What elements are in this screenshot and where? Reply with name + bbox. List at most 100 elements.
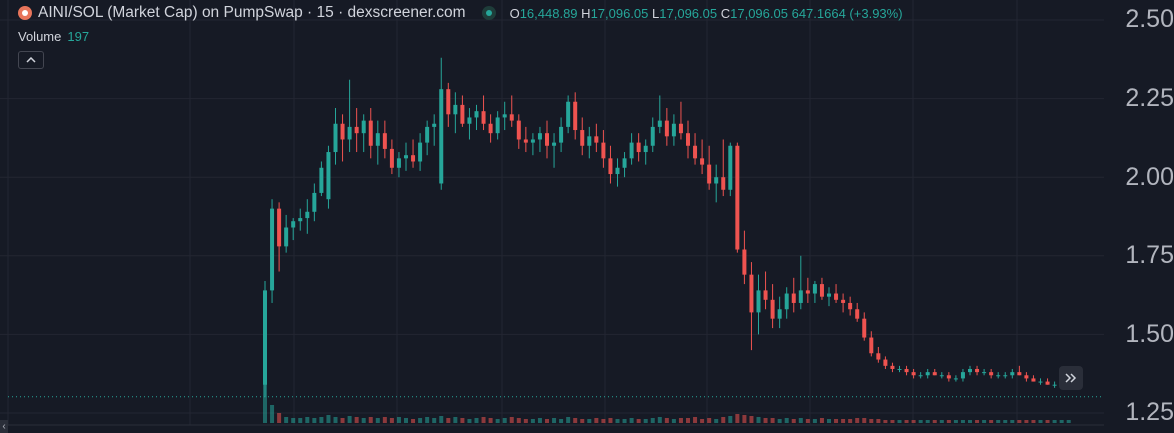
volume-legend: Volume 197 xyxy=(18,29,89,44)
volume-bar xyxy=(848,419,853,423)
candle-body xyxy=(735,145,740,250)
volume-bar xyxy=(918,420,923,423)
volume-bar xyxy=(707,418,712,423)
volume-bar xyxy=(263,363,267,423)
volume-bar xyxy=(291,418,296,423)
volume-bar xyxy=(827,419,831,423)
candle-body xyxy=(481,111,486,124)
candlestick-chart[interactable] xyxy=(0,0,1104,433)
candle-body xyxy=(960,372,965,379)
candle-body xyxy=(798,290,803,303)
volume-bar xyxy=(678,418,683,423)
volume-bar xyxy=(1031,420,1036,423)
volume-bar xyxy=(749,416,754,423)
volume-bar xyxy=(989,420,994,423)
volume-bar xyxy=(968,420,972,423)
volume-bar xyxy=(340,418,345,423)
candle-body xyxy=(848,302,853,310)
candle-body xyxy=(982,372,987,374)
volume-bar xyxy=(580,419,585,423)
volume-bar xyxy=(270,405,275,423)
volume-bar xyxy=(502,418,507,423)
volume-bar xyxy=(453,417,458,423)
volume-bar xyxy=(474,418,479,423)
candle-body xyxy=(319,167,324,193)
candle-body xyxy=(587,136,592,146)
volume-bar xyxy=(425,417,430,423)
candle-body xyxy=(270,208,275,291)
open-value: 16,448.89 xyxy=(519,5,578,21)
scroll-left-icon[interactable]: ‹ xyxy=(0,420,8,433)
chart-area[interactable] xyxy=(0,0,1104,433)
candle-body xyxy=(975,368,980,373)
volume-bar xyxy=(523,419,528,423)
candle-body xyxy=(946,375,951,379)
candle-body xyxy=(728,145,733,190)
candle-body xyxy=(326,152,331,200)
candle-body xyxy=(932,372,937,376)
candle-body xyxy=(869,337,874,354)
volume-bar xyxy=(812,419,817,423)
chart-title[interactable]: AINI/SOL (Market Cap) on PumpSwap · 15 ·… xyxy=(38,4,466,21)
volume-bar xyxy=(784,418,789,423)
volume-bar xyxy=(1038,420,1043,423)
volume-bar xyxy=(446,418,451,423)
candle-body xyxy=(277,208,282,247)
volume-bar xyxy=(460,418,465,423)
candle-body xyxy=(418,142,423,162)
candle-body xyxy=(890,365,895,369)
candle-body xyxy=(643,145,648,153)
volume-bar xyxy=(594,418,599,423)
volume-bar xyxy=(939,420,944,423)
volume-bar xyxy=(1024,420,1029,423)
candle-body xyxy=(340,123,345,140)
volume-bar xyxy=(608,418,613,423)
candle-body xyxy=(439,89,444,184)
candle-body xyxy=(841,299,846,303)
volume-bar xyxy=(361,418,366,423)
volume-bar xyxy=(404,418,408,423)
volume-bar xyxy=(333,417,338,423)
price-label-1-25: 1.25 xyxy=(1125,398,1174,426)
candle-body xyxy=(615,167,620,175)
volume-bar xyxy=(657,417,662,423)
chevron-up-icon xyxy=(26,57,36,63)
double-chevron-right-icon xyxy=(1065,373,1077,383)
volume-bar xyxy=(798,418,803,423)
volume-bar xyxy=(636,419,641,423)
candle-body xyxy=(897,368,902,370)
candle-body xyxy=(939,375,944,377)
status-dot-icon[interactable] xyxy=(481,6,496,20)
volume-bar xyxy=(650,418,655,423)
candle-body xyxy=(989,372,994,376)
volume-bar xyxy=(439,416,444,423)
price-scale[interactable]: 2.50 2.25 2.00 1.75 1.50 1.25 xyxy=(1104,0,1174,433)
price-label-2-25: 2.25 xyxy=(1125,84,1174,112)
candle-body xyxy=(467,117,472,124)
candle-body xyxy=(580,130,585,146)
collapse-legend-button[interactable] xyxy=(18,51,44,69)
candle-body xyxy=(1052,384,1057,386)
volume-bar xyxy=(770,418,775,423)
candle-body xyxy=(1031,378,1036,382)
candle-body xyxy=(312,192,317,212)
candle-body xyxy=(495,117,500,134)
candle-body xyxy=(1024,375,1029,379)
candle-body xyxy=(305,211,310,219)
volume-bar xyxy=(1059,420,1064,423)
volume-bar xyxy=(643,419,648,423)
volume-bar xyxy=(1066,420,1071,423)
candle-body xyxy=(1017,372,1022,376)
volume-bar xyxy=(319,417,324,423)
volume-bar xyxy=(537,418,542,423)
candle-body xyxy=(812,284,817,294)
volume-bar xyxy=(805,419,810,423)
candle-body xyxy=(460,104,465,124)
candle-body xyxy=(1003,375,1008,377)
volume-bar xyxy=(1003,420,1008,423)
token-logo-icon xyxy=(18,6,32,20)
scroll-to-realtime-button[interactable] xyxy=(1059,366,1083,390)
candle-body xyxy=(855,309,860,319)
volume-bar xyxy=(277,413,282,423)
candle-body xyxy=(382,133,387,149)
